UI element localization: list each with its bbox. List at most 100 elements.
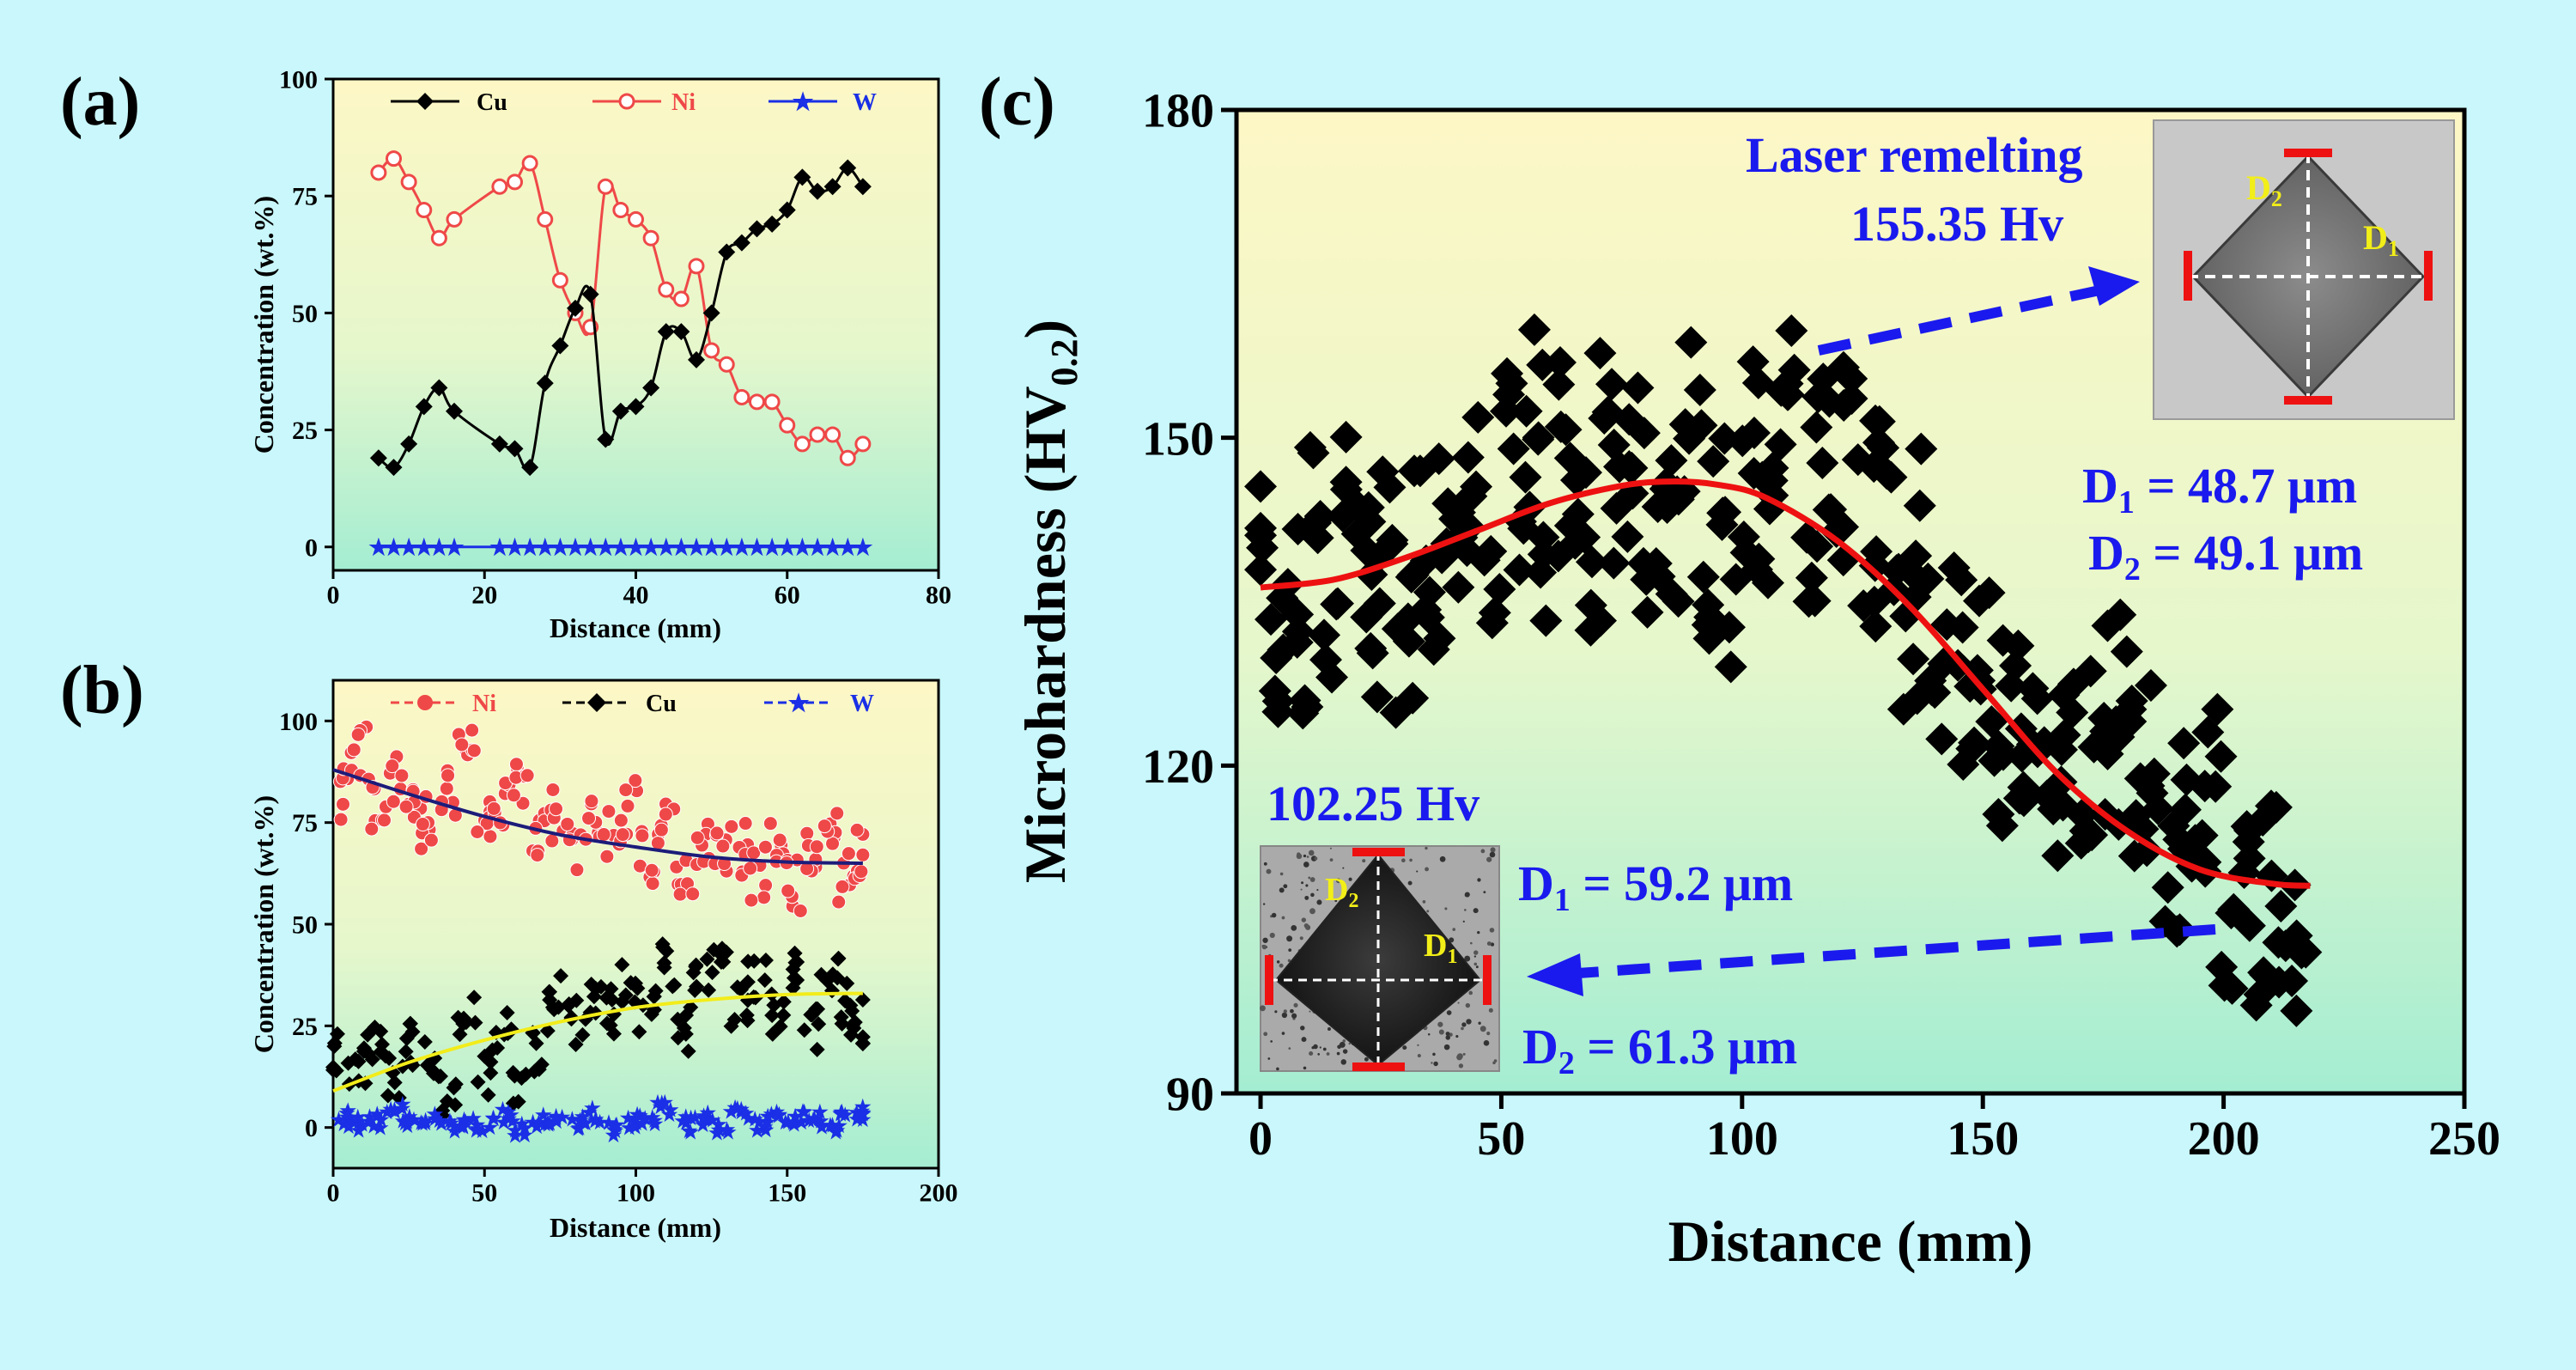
micrograph-speckle bbox=[1464, 892, 1470, 898]
top-d1-value: = 48.7 μm bbox=[2135, 458, 2357, 514]
hardness-point bbox=[1899, 560, 1933, 594]
hardness-point bbox=[1897, 642, 1930, 676]
hardness-point bbox=[1958, 726, 1991, 759]
w-point: ★ bbox=[344, 1111, 361, 1132]
w-point: ★ bbox=[771, 1104, 788, 1125]
cu-point bbox=[623, 975, 639, 991]
hardness-point bbox=[1930, 608, 1964, 642]
cu-point bbox=[546, 1002, 562, 1018]
micrograph-speckle bbox=[1416, 870, 1419, 873]
w-point: ★ bbox=[757, 1119, 775, 1141]
ni-point bbox=[743, 861, 758, 876]
hardness-point bbox=[2168, 793, 2202, 826]
panel-label-b: (b) bbox=[60, 653, 144, 728]
top-inset-d2-label: D2 bbox=[2246, 168, 2282, 211]
x-tick-label: 100 bbox=[617, 1179, 655, 1208]
w-point: ★ bbox=[339, 1100, 356, 1122]
ni-point bbox=[508, 757, 524, 772]
micrograph-speckle bbox=[1300, 888, 1303, 891]
micrograph-speckle bbox=[1478, 1021, 1481, 1025]
w-point: ★ bbox=[759, 1105, 776, 1127]
w-point: ★ bbox=[746, 1108, 763, 1129]
ni-point bbox=[376, 813, 392, 828]
hardness-point bbox=[2041, 839, 2075, 873]
arrow-to-bottom-inset bbox=[1527, 924, 2216, 996]
cu-point bbox=[764, 1008, 781, 1024]
ni-point bbox=[756, 890, 772, 905]
w-point: ★ bbox=[577, 1112, 594, 1134]
ni-point bbox=[346, 742, 361, 758]
micrograph-speckle bbox=[1288, 948, 1292, 952]
w-point: ★ bbox=[812, 1111, 829, 1132]
w-point: ★ bbox=[796, 1101, 813, 1123]
micrograph-speckle bbox=[1309, 908, 1315, 915]
hardness-point bbox=[1543, 345, 1577, 379]
ni-point bbox=[430, 229, 447, 247]
micrograph-speckle bbox=[1490, 847, 1496, 853]
micrograph-speckle bbox=[1473, 908, 1479, 914]
w-point: ★ bbox=[720, 1121, 737, 1142]
w-point: ★ bbox=[571, 1117, 588, 1138]
w-point: ★ bbox=[444, 535, 465, 560]
x-tick-label: 150 bbox=[1947, 1112, 2019, 1166]
micrograph-speckle bbox=[1283, 884, 1288, 889]
cu-point bbox=[567, 299, 584, 317]
cu-point bbox=[531, 1062, 547, 1078]
w-point: ★ bbox=[696, 1108, 713, 1129]
micrograph-speckle bbox=[1327, 1027, 1331, 1031]
ni-point bbox=[521, 155, 538, 172]
cu-point bbox=[483, 1065, 499, 1081]
micrograph-speckle bbox=[1417, 1044, 1419, 1047]
top-d1-text: D1 = 48.7 μm bbox=[2082, 458, 2357, 521]
hardness-point bbox=[1460, 470, 1493, 503]
cu-point bbox=[380, 1087, 396, 1104]
micrograph-speckle bbox=[1281, 916, 1285, 920]
w-point: ★ bbox=[414, 535, 434, 560]
hardness-point bbox=[1483, 573, 1516, 606]
cu-point bbox=[447, 1097, 464, 1113]
cu-point bbox=[808, 1001, 824, 1017]
micrograph-speckle bbox=[1267, 1057, 1271, 1060]
w-point: ★ bbox=[465, 1107, 482, 1129]
ni-point bbox=[596, 827, 611, 843]
w-point: ★ bbox=[452, 1115, 469, 1136]
w-point: ★ bbox=[384, 535, 404, 560]
x-tick-label: 80 bbox=[926, 581, 951, 610]
w-point: ★ bbox=[848, 1102, 866, 1123]
ni-point bbox=[762, 816, 778, 831]
cu-point bbox=[433, 1068, 449, 1084]
ni-point bbox=[709, 825, 725, 841]
micrograph-speckle bbox=[1461, 1022, 1467, 1027]
hardness-point bbox=[1777, 353, 1811, 387]
micrograph-speckle bbox=[1483, 891, 1486, 894]
w-point: ★ bbox=[504, 1110, 521, 1131]
cu-point bbox=[789, 954, 805, 970]
ni-point bbox=[350, 727, 366, 742]
hardness-point bbox=[1492, 378, 1526, 411]
cu-point bbox=[603, 981, 619, 997]
hardness-point bbox=[1320, 588, 1353, 621]
w-point: ★ bbox=[474, 1120, 491, 1142]
w-point: ★ bbox=[627, 1116, 644, 1137]
micrograph-speckle bbox=[1431, 1062, 1433, 1064]
hardness-point bbox=[2104, 598, 2137, 631]
micrograph-speckle bbox=[1287, 959, 1291, 963]
cu-point bbox=[809, 182, 826, 200]
hardness-point bbox=[1373, 471, 1406, 504]
hardness-point bbox=[1574, 588, 1607, 622]
w-point: ★ bbox=[596, 535, 617, 560]
hardness-point bbox=[1937, 551, 1971, 585]
w-point: ★ bbox=[361, 1105, 379, 1127]
micrograph-speckle bbox=[1291, 924, 1297, 931]
w-point: ★ bbox=[528, 1116, 545, 1137]
hardness-point bbox=[1246, 531, 1279, 564]
w-point: ★ bbox=[394, 1093, 411, 1115]
hardness-point bbox=[1503, 553, 1536, 587]
ni-point bbox=[854, 864, 869, 880]
ni-point bbox=[758, 878, 774, 893]
hardness-point bbox=[2074, 655, 2107, 688]
hardness-point bbox=[1509, 460, 1542, 494]
legend-b-w-label: W bbox=[850, 691, 874, 717]
ni-point bbox=[635, 828, 650, 843]
